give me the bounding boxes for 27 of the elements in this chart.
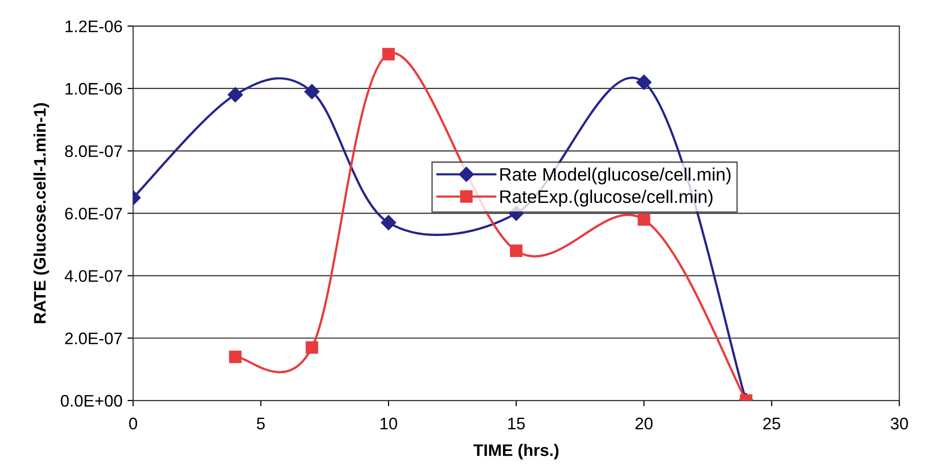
y-tick-label: 1.2E-06: [66, 20, 122, 32]
x-axis-title: TIME (hrs.): [473, 444, 558, 460]
point: [380, 215, 396, 230]
x-tick-label: 25: [763, 418, 780, 430]
legend-label: Rate Model(glucose/cell.min): [500, 168, 731, 184]
y-tick-label: 2.0E-07: [65, 332, 122, 344]
x-tick-label: 10: [380, 418, 398, 430]
point: [382, 48, 395, 60]
y-tick-label: 0.0E+00: [60, 394, 122, 407]
x-tick-label: 15: [508, 418, 525, 430]
point: [638, 213, 650, 226]
x-tick-label: 20: [636, 418, 653, 430]
x-tick-label: 0: [129, 418, 138, 430]
y-tick-label: 6.0E-07: [65, 208, 122, 220]
point: [636, 74, 652, 90]
legend-label: RateExp.(glucose/cell.min): [500, 190, 712, 207]
y-tick-label: 8.0E-07: [65, 145, 122, 158]
point: [228, 87, 243, 102]
y-axis-title: RATE (Glucose.cell-1.min-1): [34, 103, 50, 324]
x-tick-label: 5: [256, 418, 265, 430]
point: [306, 341, 318, 354]
y-tick-label: 1.0E-06: [66, 82, 122, 95]
point: [304, 84, 320, 100]
point: [229, 350, 242, 364]
y-tick-label: 4.0E-07: [64, 270, 122, 282]
x-tick-label: 30: [890, 418, 908, 430]
point: [510, 244, 522, 257]
